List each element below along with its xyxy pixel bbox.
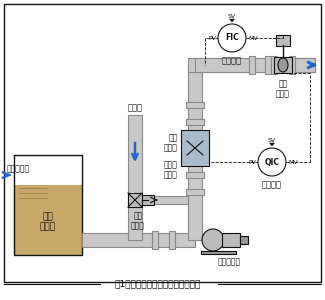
Bar xyxy=(186,172,204,178)
Text: 流量制御: 流量制御 xyxy=(222,56,242,65)
Bar xyxy=(181,130,209,166)
Text: 濃度制御: 濃度制御 xyxy=(262,180,282,189)
Circle shape xyxy=(258,148,286,176)
Bar xyxy=(195,58,315,72)
Text: 希釈水: 希釈水 xyxy=(127,103,142,112)
Text: QIC: QIC xyxy=(265,158,279,166)
Text: 図1　よくあるパルプ取出しライン: 図1 よくあるパルプ取出しライン xyxy=(115,280,201,289)
Bar xyxy=(14,155,82,185)
Text: 原料ポンプ: 原料ポンプ xyxy=(217,257,240,266)
Bar xyxy=(188,58,202,72)
Bar xyxy=(128,193,142,207)
Text: FIC: FIC xyxy=(225,34,239,43)
Text: 制御
バルブ: 制御 バルブ xyxy=(276,79,290,98)
Circle shape xyxy=(202,229,224,251)
Text: MV: MV xyxy=(248,37,258,41)
Bar xyxy=(14,155,82,255)
Bar xyxy=(188,65,202,240)
Text: 原料
タンク: 原料 タンク xyxy=(40,212,56,232)
Bar xyxy=(128,115,142,240)
Text: 制御
バルブ: 制御 バルブ xyxy=(131,211,145,230)
Text: PV: PV xyxy=(248,160,256,166)
Text: PV: PV xyxy=(208,37,216,41)
Text: 前工程より: 前工程より xyxy=(7,164,30,173)
Bar xyxy=(186,102,204,108)
Bar xyxy=(142,196,188,204)
Circle shape xyxy=(218,24,246,52)
Bar xyxy=(276,35,290,46)
Bar xyxy=(289,56,295,74)
Bar xyxy=(201,251,236,254)
Bar xyxy=(142,195,154,205)
Bar xyxy=(152,231,158,249)
Bar xyxy=(169,231,175,249)
Bar xyxy=(249,56,255,74)
Bar xyxy=(186,189,204,195)
Bar xyxy=(271,56,277,74)
Bar xyxy=(240,236,248,244)
Text: SV: SV xyxy=(268,138,276,143)
Text: SV: SV xyxy=(228,14,236,19)
Bar xyxy=(274,57,292,73)
Polygon shape xyxy=(269,143,275,146)
Polygon shape xyxy=(229,19,235,22)
Text: MV: MV xyxy=(288,160,298,166)
Text: 電磁
流量計: 電磁 流量計 xyxy=(164,133,178,153)
Bar xyxy=(82,233,195,247)
Bar xyxy=(222,233,240,247)
Bar xyxy=(186,119,204,125)
Ellipse shape xyxy=(278,58,288,72)
Text: パルプ
濃度計: パルプ 濃度計 xyxy=(164,160,178,180)
Bar xyxy=(14,185,82,255)
Bar xyxy=(265,56,271,74)
Bar xyxy=(292,58,315,72)
